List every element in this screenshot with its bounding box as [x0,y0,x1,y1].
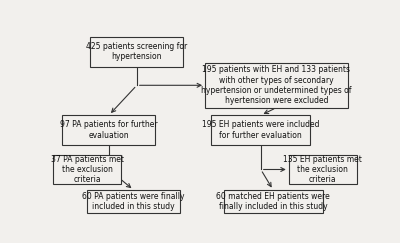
FancyBboxPatch shape [53,155,121,184]
Text: 135 EH patients met
the exclusion
criteria: 135 EH patients met the exclusion criter… [283,155,362,184]
FancyBboxPatch shape [90,37,183,67]
FancyBboxPatch shape [211,115,310,145]
Text: 60 PA patients were finally
included in this study: 60 PA patients were finally included in … [82,191,185,211]
Text: 425 patients screening for
hypertension: 425 patients screening for hypertension [86,42,188,61]
Text: 195 EH patients were included
for further evaluation: 195 EH patients were included for furthe… [202,121,320,140]
FancyBboxPatch shape [205,63,348,108]
Text: 97 PA patients for further
evaluation: 97 PA patients for further evaluation [60,121,158,140]
Text: 195 patients with EH and 133 patients
with other types of secondary
hypertension: 195 patients with EH and 133 patients wi… [201,65,352,105]
Text: 37 PA patients met
the exclusion
criteria: 37 PA patients met the exclusion criteri… [51,155,124,184]
Text: 60 matched EH patients were
finally included in this study: 60 matched EH patients were finally incl… [216,191,330,211]
FancyBboxPatch shape [289,155,357,184]
FancyBboxPatch shape [62,115,155,145]
FancyBboxPatch shape [87,190,180,213]
FancyBboxPatch shape [224,190,323,213]
